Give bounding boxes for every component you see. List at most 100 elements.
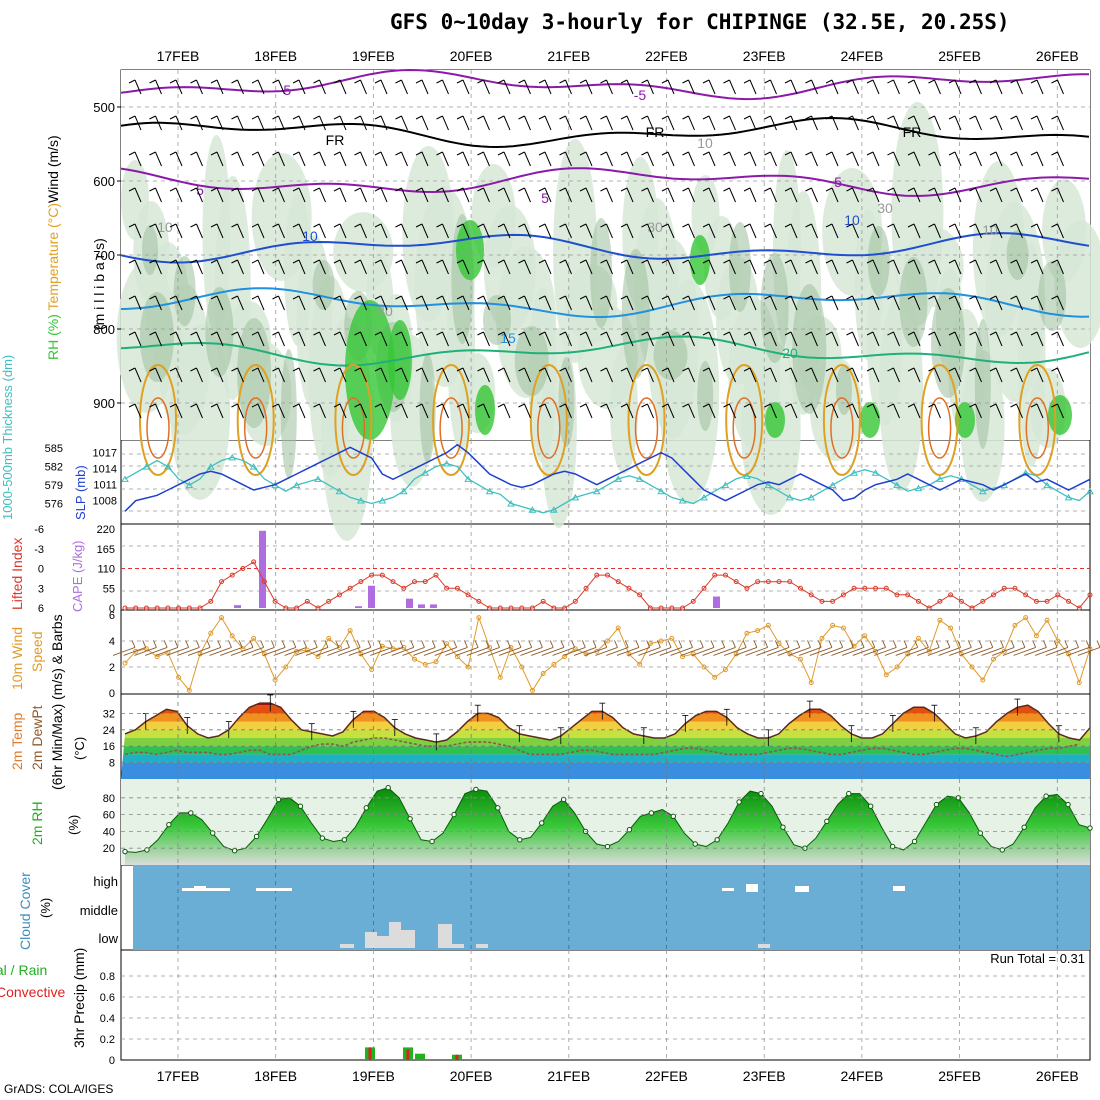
- lifted-index-marker: [862, 585, 868, 591]
- thickness-marker: [635, 475, 644, 482]
- wind-barb: [723, 115, 736, 131]
- surface-wind-barb: [917, 640, 940, 656]
- wind-barb: [682, 259, 695, 275]
- lifted-index-marker: [658, 605, 664, 611]
- lifted-index-marker: [304, 598, 310, 604]
- wind-barb: [395, 331, 408, 347]
- wind-speed-marker: [208, 630, 214, 636]
- wind-barb: [518, 79, 531, 95]
- lifted-index-marker: [336, 592, 342, 598]
- contour-label: 10: [157, 219, 173, 235]
- wind-barb: [682, 295, 695, 311]
- temp-band: [121, 713, 1090, 722]
- lifted-index-marker: [915, 598, 921, 604]
- wind-barb: [128, 187, 142, 203]
- slp-tick-label: 1017: [93, 448, 117, 460]
- thickness-marker: [121, 475, 129, 482]
- temp-line: [124, 702, 1091, 743]
- isotherm-FR: [120, 116, 1090, 149]
- lifted-index-marker: [572, 598, 578, 604]
- wind-barb: [661, 367, 675, 383]
- wind-barb: [907, 115, 921, 131]
- lifted-index-marker: [937, 598, 943, 604]
- wind-speed-marker: [347, 628, 353, 634]
- wind-barb: [559, 79, 572, 95]
- surface-wind-barb: [777, 640, 801, 656]
- wind-barb: [313, 367, 326, 383]
- wind-barb: [292, 331, 306, 347]
- wind-barb: [374, 367, 388, 383]
- rh-marker: [539, 820, 545, 826]
- wind-barb: [456, 79, 470, 95]
- thickness-marker: [249, 463, 258, 470]
- high-cloud-bar: [256, 888, 292, 891]
- cloud-layer-label: high: [93, 874, 118, 889]
- wind-barb: [210, 187, 224, 203]
- wind-axis-label: 10m Wind: [9, 627, 25, 690]
- wind-barb: [251, 187, 265, 203]
- isotherm-5: [120, 167, 1090, 197]
- wind-barb: [866, 367, 880, 383]
- wind-barb: [415, 79, 429, 95]
- thickness-marker: [721, 481, 730, 489]
- wind-barb: [354, 223, 367, 239]
- wind-barb: [333, 151, 347, 167]
- wind-barb: [354, 115, 367, 131]
- wind-barb: [600, 259, 613, 275]
- thickness-tick-label: 582: [45, 462, 63, 474]
- lifted-index-marker: [379, 572, 385, 578]
- surface-wind-barb: [198, 640, 222, 656]
- wind-barb: [190, 115, 203, 131]
- lifted-index-marker: [637, 592, 643, 598]
- wind-barb: [149, 151, 162, 167]
- wind-barb: [948, 259, 962, 275]
- wind-barb: [682, 79, 695, 95]
- thickness-marker: [893, 481, 901, 489]
- lifted-index-marker: [765, 579, 771, 585]
- surface-wind-barb: [788, 640, 811, 656]
- isotherm-30-loop: [732, 397, 756, 459]
- wind-barb: [764, 115, 777, 131]
- wind-barb: [292, 79, 306, 95]
- wind-speed-marker: [529, 687, 535, 693]
- surface-wind-barb: [927, 640, 951, 656]
- rh-marker: [736, 799, 742, 805]
- wind-barb: [620, 295, 634, 311]
- precip-tick-label: 0.2: [100, 1034, 115, 1046]
- rh-shading: [116, 102, 1100, 541]
- lifted-index-marker: [851, 585, 857, 591]
- wind-barb: [743, 115, 757, 131]
- contour-label: -5: [634, 87, 647, 103]
- wind-speed-marker: [476, 615, 482, 621]
- wind-barb: [887, 151, 900, 167]
- rh-dark-blob: [697, 361, 714, 431]
- isotherm-25-loop: [236, 364, 275, 476]
- wind-barb: [1051, 295, 1064, 311]
- wind-barb: [477, 367, 490, 383]
- wind-barb: [969, 331, 982, 347]
- wind-barb: [989, 187, 1003, 203]
- wind-barb: [415, 403, 429, 419]
- isotherm-25-loop: [432, 364, 471, 476]
- rh-moist-blob: [345, 300, 395, 440]
- wind-barb: [149, 79, 162, 95]
- wind-speed-line: [124, 615, 1091, 692]
- lifted-index-marker: [808, 592, 814, 598]
- contour-label: 5: [196, 182, 204, 198]
- wind-barb: [559, 367, 572, 383]
- wind-barb: [518, 223, 531, 239]
- lifted-index-marker: [948, 592, 954, 598]
- wind-barb: [1051, 259, 1064, 275]
- rh-marker: [604, 843, 611, 850]
- wind-barb: [846, 295, 859, 311]
- wind-barb: [1010, 403, 1023, 419]
- wind-speed-marker: [219, 615, 224, 621]
- wind-barb: [128, 115, 142, 131]
- wind-barb: [559, 151, 572, 167]
- wind-barb: [825, 151, 839, 167]
- wind-barb: [190, 331, 203, 347]
- wind-barb: [784, 151, 798, 167]
- wind-barb: [333, 331, 347, 347]
- thickness-marker: [314, 475, 322, 482]
- wind-barb: [764, 259, 777, 275]
